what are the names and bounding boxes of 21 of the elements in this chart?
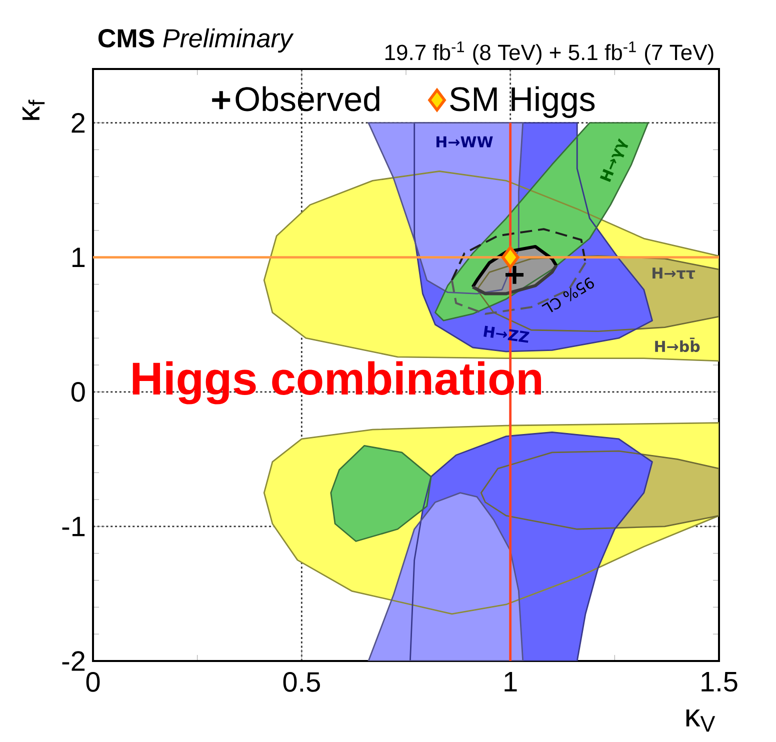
- y-tick-label: -2: [62, 651, 85, 671]
- legend-label: Observed: [236, 86, 380, 112]
- annotation: H→bb̄: [655, 338, 700, 352]
- chart-subtitle: 19.7 fb$^{-1}$ (8 TeV) + 5.1 fb$^{-1}$ (7 TeV): [385, 41, 714, 65]
- legend-label: SM Higgs: [450, 86, 595, 118]
- y-tick-label: 0: [71, 382, 85, 402]
- x-tick-label: 1.5: [702, 672, 738, 692]
- annotation: H→ZZ: [484, 326, 530, 343]
- x-tick-label: 0: [86, 672, 100, 692]
- y-tick-label: 2: [72, 113, 85, 133]
- annotation: H→WW: [436, 136, 493, 148]
- x-tick-label: 1: [504, 672, 517, 692]
- line-series: [471, 264, 558, 296]
- x-tick-label: 0.5: [283, 672, 320, 692]
- annotation: 95% CL: [542, 277, 594, 312]
- chart-title: CMS Preliminary: [98, 28, 294, 53]
- y-tick-label: -1: [62, 516, 85, 536]
- annotation: H→ττ: [652, 268, 696, 279]
- y-tick-label: 1: [72, 248, 85, 267]
- x-axis-title: κ$_{V}$: [686, 709, 716, 732]
- y-axis-title: κ$_{f}$: [22, 100, 45, 120]
